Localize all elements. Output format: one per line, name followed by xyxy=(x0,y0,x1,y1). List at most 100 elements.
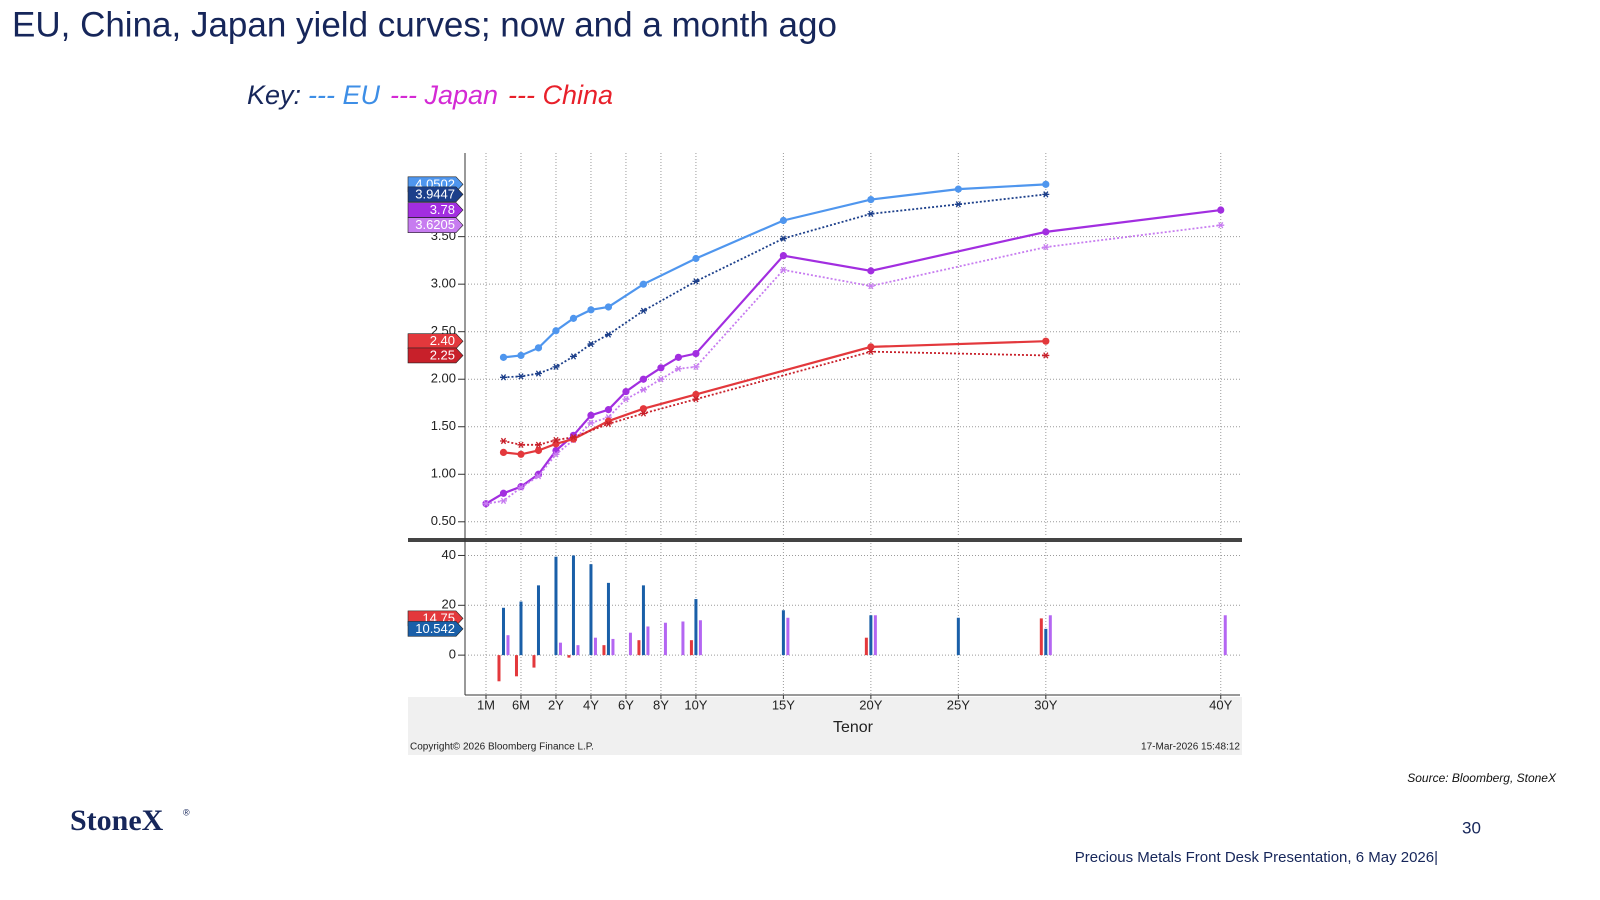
marker xyxy=(692,395,700,403)
y-tick-label: 20 xyxy=(442,597,456,612)
y-tick-label: 1.50 xyxy=(431,418,456,433)
x-tick-label: 30Y xyxy=(1034,697,1057,712)
marker xyxy=(587,306,595,314)
marker xyxy=(639,386,647,393)
marker xyxy=(1042,352,1050,359)
bar xyxy=(497,655,501,682)
marker xyxy=(954,201,962,208)
marker xyxy=(587,340,595,348)
bar xyxy=(1039,618,1043,656)
price-tag-label: 10.542 xyxy=(415,621,455,636)
line xyxy=(485,224,1221,505)
x-tick-label: 6Y xyxy=(618,697,634,712)
marker xyxy=(867,343,875,351)
marker xyxy=(552,446,560,455)
marker xyxy=(867,282,875,290)
marker xyxy=(622,387,630,396)
x-tick-label: 10Y xyxy=(684,697,707,712)
marker xyxy=(622,395,630,403)
footer: Precious Metals Front Desk Presentation,… xyxy=(1075,849,1438,866)
price-tag xyxy=(407,186,464,203)
bar xyxy=(956,617,960,656)
bar xyxy=(786,617,790,656)
bar xyxy=(637,640,641,656)
bar xyxy=(519,601,523,656)
bar xyxy=(689,640,693,656)
price-tag-label: 3.78 xyxy=(430,202,455,217)
x-tick-label: 1M xyxy=(477,697,495,712)
bar xyxy=(1223,615,1227,656)
bar xyxy=(589,564,593,656)
y-tick-label: 0.50 xyxy=(431,513,456,528)
marker xyxy=(657,376,665,383)
bar xyxy=(781,610,785,656)
legend-item: --- EU xyxy=(308,80,380,110)
bar xyxy=(554,556,558,656)
panel-divider xyxy=(408,538,1242,542)
marker xyxy=(639,307,647,314)
marker xyxy=(639,280,648,288)
marker xyxy=(1042,228,1050,236)
marker xyxy=(674,365,682,372)
key-label: Key: xyxy=(247,80,301,110)
marker xyxy=(779,252,787,260)
y-tick-label: 3.00 xyxy=(431,276,456,291)
page-number: 30 xyxy=(1462,818,1481,837)
marker xyxy=(569,353,577,360)
bar xyxy=(593,637,597,656)
x-tick-label: 15Y xyxy=(772,697,795,712)
x-tick-label: 20Y xyxy=(859,697,882,712)
marker xyxy=(534,441,542,448)
price-tag xyxy=(407,333,464,349)
bar xyxy=(501,607,505,656)
marker xyxy=(499,489,508,497)
marker xyxy=(604,331,612,338)
marker xyxy=(692,254,700,263)
marker xyxy=(692,349,700,358)
bar xyxy=(558,642,562,656)
bar xyxy=(532,655,536,668)
marker xyxy=(1042,337,1050,345)
price-tag-label: 3.9447 xyxy=(415,186,455,201)
x-tick-label: 40Y xyxy=(1209,697,1232,712)
marker xyxy=(534,370,542,377)
bar xyxy=(864,637,868,656)
logo-mark: ® xyxy=(183,807,190,817)
marker xyxy=(569,314,578,322)
marker xyxy=(534,344,543,352)
marker xyxy=(552,363,560,371)
line xyxy=(503,340,1046,456)
marker xyxy=(1217,222,1225,229)
marker xyxy=(604,406,613,414)
marker xyxy=(779,266,787,274)
bar xyxy=(602,645,606,656)
marker xyxy=(867,348,875,355)
marker xyxy=(517,351,525,360)
marker xyxy=(639,405,648,413)
marker xyxy=(587,419,595,427)
bar xyxy=(611,638,615,656)
marker xyxy=(587,411,595,419)
price-tag xyxy=(407,217,464,233)
marker xyxy=(604,420,612,428)
bar xyxy=(628,632,632,656)
bar xyxy=(606,582,610,656)
marker xyxy=(517,441,525,448)
bar xyxy=(576,645,580,656)
marker xyxy=(534,472,542,480)
x-tick-label: 2Y xyxy=(548,697,564,712)
marker xyxy=(499,353,508,361)
y-tick-label: 40 xyxy=(442,547,456,562)
price-tag xyxy=(407,202,464,218)
marker xyxy=(1217,206,1225,214)
marker xyxy=(657,364,665,372)
y-tick-label: 0 xyxy=(449,647,456,662)
marker xyxy=(779,235,787,242)
marker xyxy=(867,210,875,218)
marker xyxy=(499,374,507,381)
bar xyxy=(1048,615,1052,656)
marker xyxy=(674,353,683,361)
bar xyxy=(506,635,510,656)
bar xyxy=(694,599,698,656)
